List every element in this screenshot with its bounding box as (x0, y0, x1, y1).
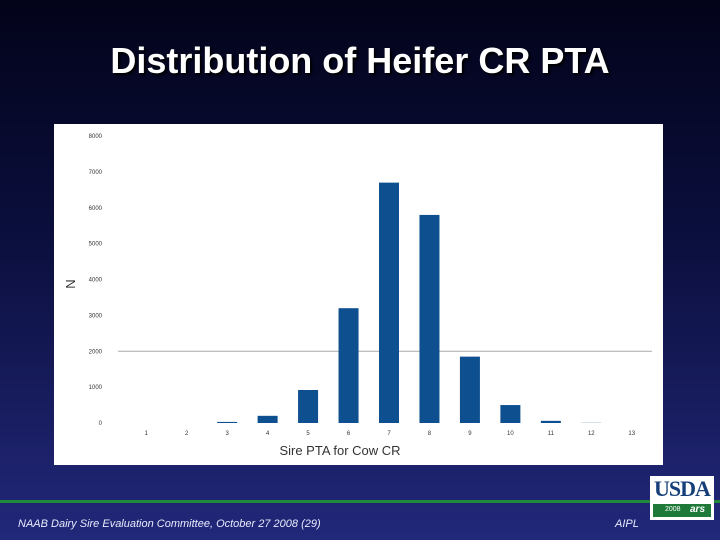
x-tick-label: 8 (428, 431, 432, 437)
x-axis-label: Sire PTA for Cow CR (279, 443, 400, 458)
bar-9 (459, 356, 480, 423)
y-tick-label: 8000 (89, 134, 103, 140)
y-tick-label: 7000 (89, 170, 103, 176)
bar-3 (217, 421, 238, 423)
y-axis-label: N (63, 279, 78, 288)
x-tick-layer: 1 2 3 4 5 6 7 8 9 10 11 12 13 (145, 431, 636, 437)
y-tick-label: 3000 (89, 313, 103, 319)
x-tick-label: 2 (185, 431, 189, 437)
y-tick-label: 1000 (89, 385, 103, 391)
y-tick-label: 5000 (89, 242, 103, 248)
footer-divider (0, 500, 720, 503)
y-tick-label: 0 (99, 421, 103, 427)
logo-band (653, 504, 711, 517)
ars-logo-mark: ars (690, 504, 706, 515)
x-tick-label: 7 (387, 431, 391, 437)
y-tick-label: 2000 (89, 349, 103, 355)
bar-5 (298, 389, 319, 423)
x-tick-label: 6 (347, 431, 351, 437)
x-tick-label: 13 (628, 431, 635, 437)
logo-text: USDA (654, 476, 711, 501)
bar-6 (338, 308, 359, 423)
x-tick-label: 12 (588, 431, 595, 437)
y-tick-label: 6000 (89, 206, 103, 212)
x-tick-label: 4 (266, 431, 270, 437)
bar-11 (540, 420, 561, 423)
bar-layer (217, 182, 602, 423)
bar-7 (379, 182, 399, 423)
y-tick-layer: 0 1000 2000 3000 4000 5000 6000 7000 8000 (89, 134, 103, 427)
logo-year: 2008 (665, 506, 681, 513)
x-tick-label: 9 (468, 431, 472, 437)
x-tick-label: 1 (145, 431, 149, 437)
y-tick-label: 4000 (89, 278, 103, 284)
bar-4 (257, 415, 278, 423)
footer-org: AIPL (615, 518, 639, 530)
x-tick-label: 10 (507, 431, 514, 437)
bar-8 (419, 214, 440, 423)
x-tick-label: 5 (306, 431, 310, 437)
x-tick-label: 11 (548, 431, 555, 437)
footer-citation: NAAB Dairy Sire Evaluation Committee, Oc… (18, 518, 321, 530)
usda-logo: USDA 2008 ars (650, 476, 714, 520)
slide-title: Distribution of Heifer CR PTA (110, 40, 610, 81)
x-tick-label: 3 (225, 431, 229, 437)
bar-10 (500, 405, 521, 423)
